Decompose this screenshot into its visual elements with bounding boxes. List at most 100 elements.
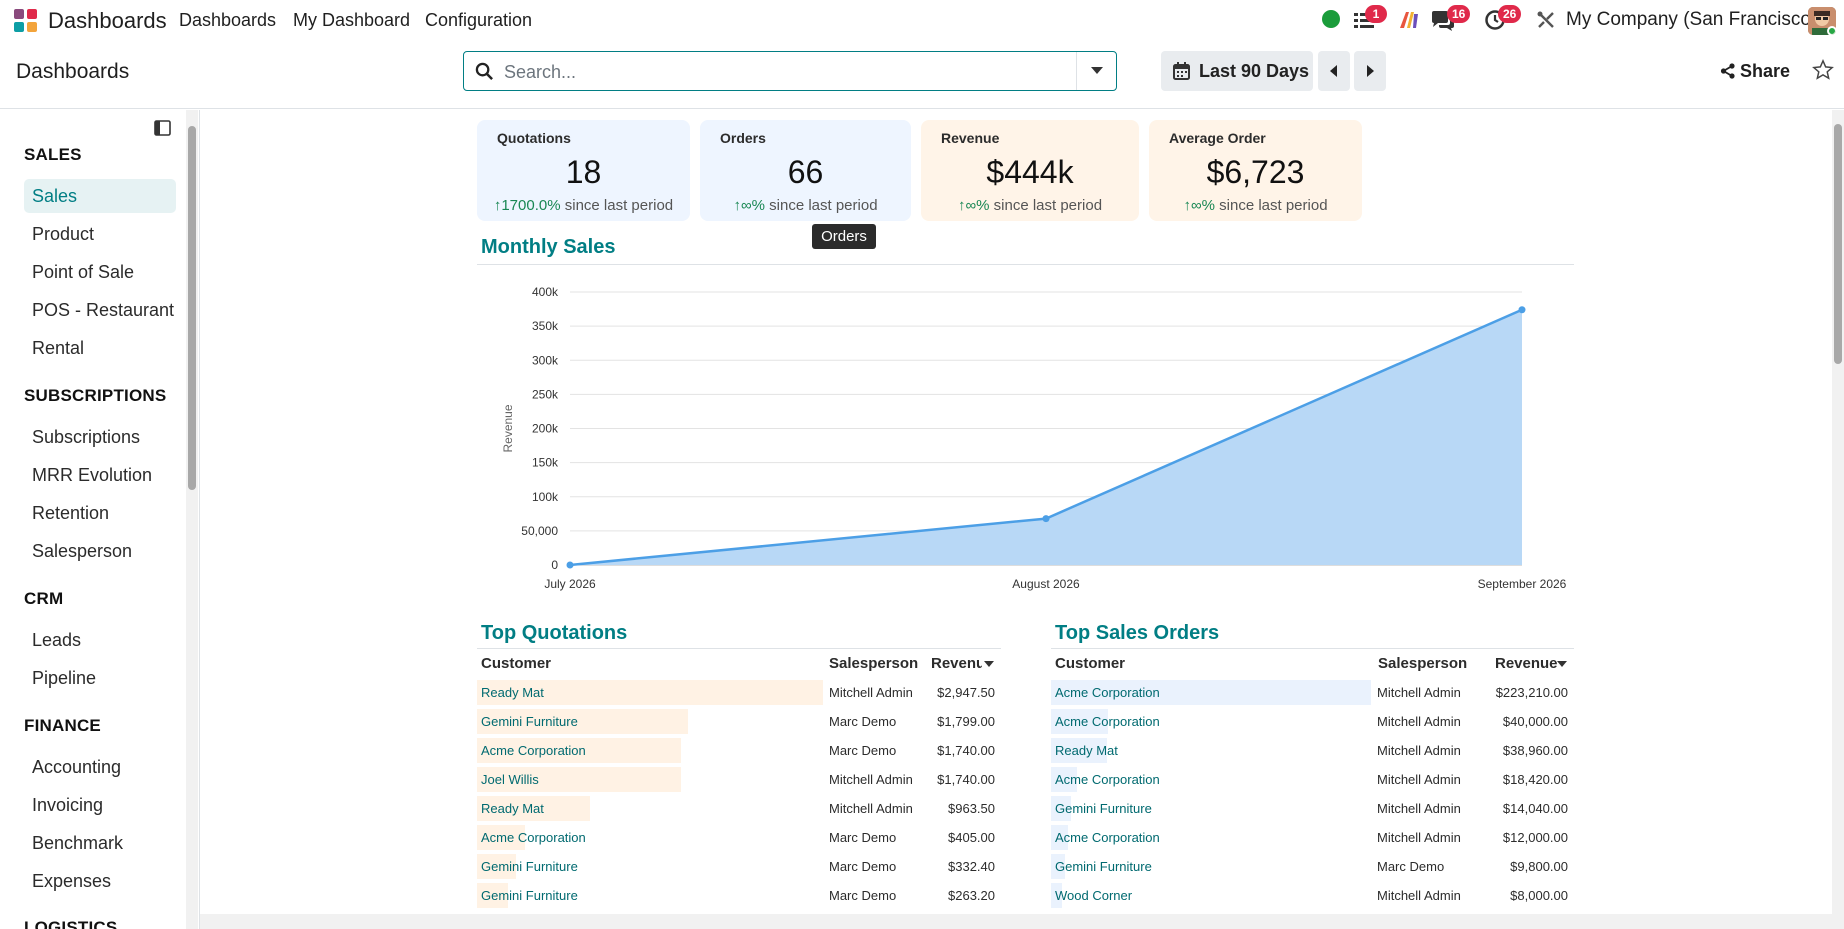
sidebar-scrollbar[interactable] — [186, 110, 198, 929]
customer-cell[interactable]: Acme Corporation — [481, 743, 586, 758]
main-scrollbar[interactable] — [1832, 110, 1844, 914]
salesperson-cell: Marc Demo — [829, 859, 897, 874]
date-filter-button[interactable]: Last 90 Days — [1161, 51, 1313, 91]
customer-cell[interactable]: Gemini Furniture — [481, 714, 578, 729]
sidebar-item-point-of-sale[interactable]: Point of Sale — [32, 262, 135, 282]
kpi-card-orders[interactable]: Orders 66 ↑∞% since last period — [700, 120, 911, 221]
salesperson-cell: Mitchell Admin — [1377, 685, 1461, 700]
table-row[interactable]: Acme Corporation Mitchell Admin $18,420.00 — [1051, 765, 1574, 794]
sidebar-item-pos-restaurant[interactable]: POS - Restaurant — [32, 300, 175, 320]
customer-cell[interactable]: Ready Mat — [481, 801, 544, 816]
sort-desc-icon[interactable] — [984, 661, 994, 668]
sidebar-item-retention[interactable]: Retention — [32, 503, 110, 523]
table-row[interactable]: Gemini Furniture Marc Demo $1,799.00 — [477, 707, 1001, 736]
sort-desc-icon[interactable] — [1557, 661, 1567, 668]
customer-cell[interactable]: Acme Corporation — [1055, 830, 1160, 845]
column-header-salesperson[interactable]: Salesperson — [829, 655, 919, 672]
table-row[interactable]: Gemini Furniture Mitchell Admin $14,040.00 — [1051, 794, 1574, 823]
column-header-revenue[interactable]: Revenue — [1495, 655, 1558, 672]
customer-cell[interactable]: Acme Corporation — [1055, 685, 1160, 700]
kpi-card-average-order[interactable]: Average Order $6,723 ↑∞% since last peri… — [1149, 120, 1362, 221]
sidebar-item-subscriptions[interactable]: Subscriptions — [32, 427, 141, 447]
trend-up-icon: ↑ — [957, 197, 966, 214]
customer-cell[interactable]: Gemini Furniture — [481, 888, 578, 903]
sidebar-item-invoicing[interactable]: Invoicing — [32, 795, 104, 815]
top-sales-orders-title: Top Sales Orders — [1055, 622, 1220, 644]
column-header-customer[interactable]: Customer — [1055, 655, 1126, 672]
debug-tools-icon[interactable] — [1536, 10, 1556, 30]
table-row[interactable]: Acme Corporation Mitchell Admin $40,000.00 — [1051, 707, 1574, 736]
kpi-title: Average Order — [1169, 130, 1266, 146]
customer-cell[interactable]: Ready Mat — [1055, 743, 1118, 758]
table-row[interactable]: Gemini Furniture Marc Demo $9,800.00 — [1051, 852, 1574, 881]
customer-cell[interactable]: Gemini Furniture — [481, 859, 578, 874]
table-row[interactable]: Ready Mat Mitchell Admin $38,960.00 — [1051, 736, 1574, 765]
share-button[interactable]: Share — [1740, 61, 1791, 81]
customer-cell[interactable]: Joel Willis — [481, 772, 539, 787]
kpi-card-quotations[interactable]: Quotations 18 ↑1700.0% since last period — [477, 120, 690, 221]
main-scrollbar-thumb[interactable] — [1834, 124, 1842, 364]
sidebar-item-salesperson[interactable]: Salesperson — [32, 541, 133, 561]
divider — [477, 648, 1001, 649]
table-row[interactable]: Acme Corporation Marc Demo $405.00 — [477, 823, 1001, 852]
table-row[interactable]: Gemini Furniture Marc Demo $332.40 — [477, 852, 1001, 881]
salesperson-cell: Marc Demo — [1377, 859, 1445, 874]
table-row[interactable]: Ready Mat Mitchell Admin $963.50 — [477, 794, 1001, 823]
sidebar-item-product[interactable]: Product — [32, 224, 95, 244]
user-avatar[interactable] — [1808, 7, 1836, 35]
sidebar-item-benchmark[interactable]: Benchmark — [32, 833, 124, 853]
table-row[interactable]: Wood Corner Mitchell Admin $8,000.00 — [1051, 881, 1574, 910]
apps-menu-icon[interactable] — [14, 9, 38, 33]
sidebar-section-sales: SALES — [24, 145, 82, 164]
table-row[interactable]: Ready Mat Mitchell Admin $2,947.50 — [477, 678, 1001, 707]
search-input[interactable] — [504, 59, 1064, 85]
sidebar-item-sales[interactable]: Sales — [24, 179, 176, 213]
column-header-salesperson[interactable]: Salesperson — [1378, 655, 1468, 672]
sidebar-item-leads[interactable]: Leads — [32, 630, 82, 650]
sidebar-item-pipeline[interactable]: Pipeline — [32, 668, 97, 688]
app-name[interactable]: Dashboards — [48, 8, 167, 33]
menu-configuration[interactable]: Configuration — [425, 10, 533, 30]
customer-cell[interactable]: Acme Corporation — [1055, 772, 1160, 787]
activity-badge: 1 — [1365, 5, 1387, 23]
revenue-cell: $1,740.00 — [937, 772, 995, 787]
customer-cell[interactable]: Acme Corporation — [1055, 714, 1160, 729]
search-options-toggle[interactable] — [1076, 52, 1116, 90]
customer-cell[interactable]: Wood Corner — [1055, 888, 1133, 903]
sidebar-scrollbar-thumb[interactable] — [188, 126, 196, 490]
sidebar-section-finance: FINANCE — [24, 716, 101, 735]
salesperson-cell: Marc Demo — [829, 830, 897, 845]
company-switcher[interactable]: My Company (San Francisco) — [1566, 9, 1818, 30]
menu-my-dashboard[interactable]: My Dashboard — [293, 10, 411, 30]
clock-badge: 26 — [1498, 5, 1522, 23]
share-icon[interactable] — [1720, 63, 1736, 79]
table-row[interactable]: Joel Willis Mitchell Admin $1,740.00 — [477, 765, 1001, 794]
monthly-sales-chart[interactable]: 0 50,000 100k 150k 200k 250k 300k 350k 400k Reven… — [477, 276, 1577, 602]
table-row[interactable]: Acme Corporation Mitchell Admin $12,000.00 — [1051, 823, 1574, 852]
table-row[interactable]: Acme Corporation Marc Demo $1,740.00 — [477, 736, 1001, 765]
table-row[interactable]: Acme Corporation Mitchell Admin $223,210.0… — [1051, 678, 1574, 707]
sidebar-item-expenses[interactable]: Expenses — [32, 871, 112, 891]
next-period-button[interactable] — [1354, 51, 1386, 91]
sidebar-item-mrr-evolution[interactable]: MRR Evolution — [32, 465, 153, 485]
kpi-card-revenue[interactable]: Revenue $444k ↑∞% since last period — [921, 120, 1139, 221]
column-header-revenue[interactable]: Revenue — [931, 655, 982, 672]
sidebar-toggle-icon[interactable] — [154, 120, 171, 136]
customer-cell[interactable]: Gemini Furniture — [1055, 859, 1152, 874]
previous-period-button[interactable] — [1318, 51, 1350, 91]
customer-cell[interactable]: Gemini Furniture — [1055, 801, 1152, 816]
revenue-cell: $1,740.00 — [937, 743, 995, 758]
customer-cell[interactable]: Acme Corporation — [481, 830, 586, 845]
horizontal-scrollbar[interactable] — [200, 914, 1844, 929]
table-row[interactable]: Gemini Furniture Marc Demo $263.20 — [477, 881, 1001, 910]
sidebar-item-rental[interactable]: Rental — [32, 338, 85, 358]
ai-icon[interactable] — [1398, 10, 1420, 30]
menu-dashboards[interactable]: Dashboards — [179, 10, 277, 30]
customer-cell[interactable]: Ready Mat — [481, 685, 544, 700]
presence-status-icon[interactable] — [1322, 10, 1340, 28]
sidebar-item-accounting[interactable]: Accounting — [32, 757, 122, 777]
column-header-customer[interactable]: Customer — [481, 655, 552, 672]
revenue-cell: $14,040.00 — [1502, 801, 1568, 816]
favorite-star-icon[interactable] — [1812, 59, 1834, 81]
sidebar-section-subscriptions: SUBSCRIPTIONS — [24, 386, 167, 405]
